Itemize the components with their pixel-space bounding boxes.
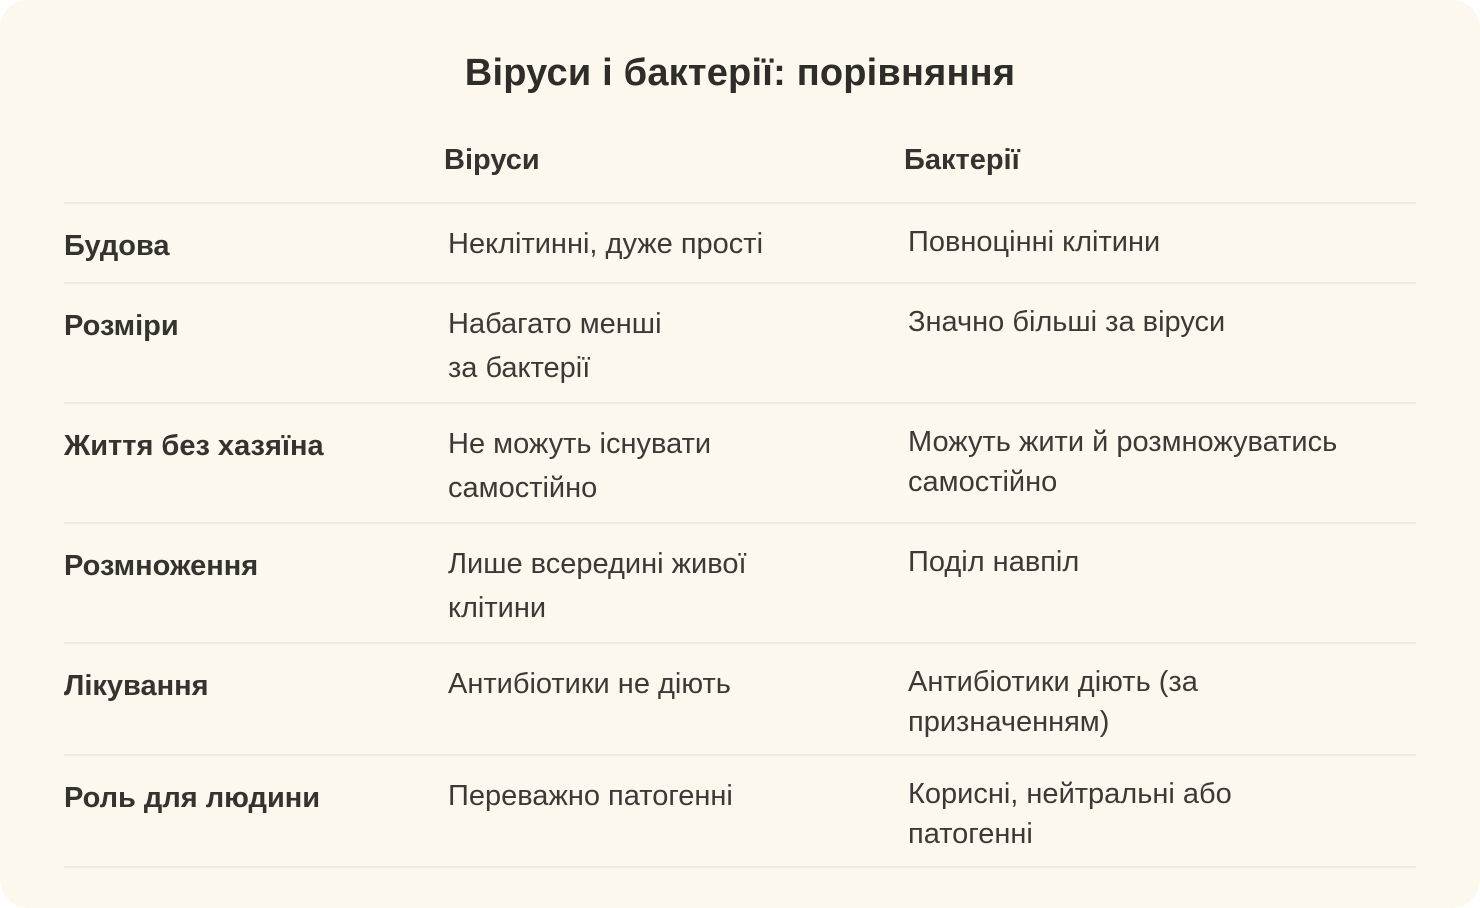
row-label: Роль для людини	[64, 782, 321, 814]
row-label: Розміри	[64, 310, 179, 342]
table-row: Розмноження Лише всередині живої клітини…	[64, 524, 1416, 644]
bacteria-cell: Поділ навпіл	[908, 546, 1080, 578]
table-row: Роль для людини Переважно патогенні Кори…	[64, 756, 1416, 868]
column-header-bacteria: Бактерії	[904, 144, 1020, 176]
row-label: Лікування	[64, 670, 209, 702]
bacteria-cell: Корисні, нейтральні або патогенні	[908, 778, 1232, 850]
row-label: Розмноження	[64, 550, 259, 582]
page-title: Віруси і бактерії: порівняння	[464, 52, 1016, 94]
virus-cell: Переважно патогенні	[448, 780, 733, 812]
row-label: Будова	[64, 230, 170, 262]
virus-cell: Не можуть існувати самостійно	[448, 428, 712, 504]
column-header-viruses: Віруси	[444, 144, 540, 176]
virus-cell: Неклітинні, дуже прості	[448, 228, 764, 260]
bacteria-cell: Повноцінні клітини	[908, 226, 1161, 258]
table-row: Лікування Антибіотики не діють Антибіоти…	[64, 644, 1416, 756]
comparison-table: Віруси Бактерії Будова Неклітинні, дуже …	[64, 130, 1416, 868]
row-label: Життя без хазяїна	[64, 430, 324, 462]
virus-cell: Антибіотики не діють	[448, 668, 731, 700]
table-row: Розміри Набагато менші за бактерії Значн…	[64, 284, 1416, 404]
bacteria-cell: Значно більші за віруси	[908, 306, 1226, 338]
bacteria-cell: Можуть жити й розмножуватись самостійно	[908, 426, 1338, 498]
bacteria-cell: Антибіотики діють (за призначенням)	[908, 666, 1198, 738]
table-row: Життя без хазяїна Не можуть існувати сам…	[64, 404, 1416, 524]
table-row: Будова Неклітинні, дуже прості Повноцінн…	[64, 204, 1416, 284]
virus-cell: Лише всередині живої клітини	[448, 548, 747, 624]
table-header-row: Віруси Бактерії	[64, 130, 1416, 204]
virus-cell: Набагато менші за бактерії	[448, 308, 662, 384]
